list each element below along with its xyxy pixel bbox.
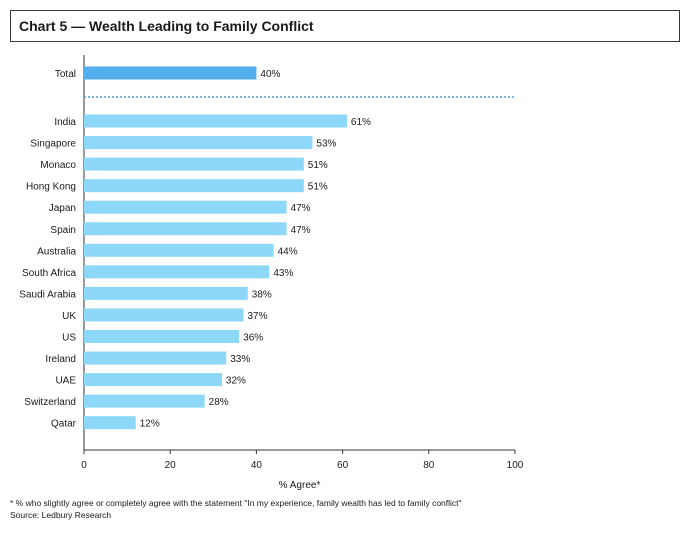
x-tick-label-0: 0	[81, 460, 87, 471]
bar-hong-kong	[84, 179, 304, 193]
category-label-us: US	[62, 333, 76, 344]
bar-spain	[84, 222, 287, 236]
category-label-switzerland: Switzerland	[24, 397, 76, 408]
bar-japan	[84, 200, 287, 214]
bar-uk	[84, 308, 244, 322]
chart-title: Chart 5 — Wealth Leading to Family Confl…	[19, 18, 314, 34]
chart-footnote: * % who slightly agree or completely agr…	[10, 497, 462, 521]
data-label-total: 40%	[260, 69, 280, 80]
data-label-qatar: 12%	[140, 419, 160, 430]
data-label-japan: 47%	[291, 203, 311, 214]
category-label-south-africa: South Africa	[22, 268, 76, 279]
category-label-spain: Spain	[50, 225, 76, 236]
data-label-us: 36%	[243, 333, 263, 344]
bar-monaco	[84, 157, 304, 171]
bar-ireland	[84, 351, 227, 365]
category-label-monaco: Monaco	[40, 160, 76, 171]
x-tick-label-80: 80	[423, 460, 435, 471]
data-label-ireland: 33%	[230, 354, 250, 365]
bar-uae	[84, 373, 222, 387]
category-label-total: Total	[55, 69, 76, 80]
category-label-uae: UAE	[55, 376, 76, 387]
category-label-uk: UK	[62, 311, 76, 322]
bar-total	[84, 66, 257, 80]
source-text: Source: Ledbury Research	[10, 510, 112, 520]
category-label-singapore: Singapore	[30, 139, 76, 150]
category-label-india: India	[54, 117, 76, 128]
data-label-monaco: 51%	[308, 160, 328, 171]
data-label-australia: 44%	[278, 246, 298, 257]
data-label-hong-kong: 51%	[308, 182, 328, 193]
category-label-hong-kong: Hong Kong	[26, 182, 76, 193]
category-label-australia: Australia	[37, 246, 76, 257]
data-label-south-africa: 43%	[273, 268, 293, 279]
bar-saudi-arabia	[84, 286, 248, 300]
category-label-qatar: Qatar	[51, 419, 77, 430]
x-tick-label-40: 40	[251, 460, 263, 471]
category-label-ireland: Ireland	[45, 354, 76, 365]
category-label-saudi-arabia: Saudi Arabia	[19, 289, 76, 300]
bar-qatar	[84, 416, 136, 430]
data-label-spain: 47%	[291, 225, 311, 236]
footnote-text: * % who slightly agree or completely agr…	[10, 498, 462, 508]
data-label-singapore: 53%	[316, 139, 336, 150]
x-tick-label-100: 100	[507, 460, 524, 471]
data-label-saudi-arabia: 38%	[252, 289, 272, 300]
bar-australia	[84, 243, 274, 257]
data-label-india: 61%	[351, 117, 371, 128]
x-axis-title: % Agree*	[279, 480, 321, 491]
data-label-uae: 32%	[226, 376, 246, 387]
bar-india	[84, 114, 347, 128]
bar-switzerland	[84, 394, 205, 408]
x-tick-label-20: 20	[165, 460, 177, 471]
x-tick-label-60: 60	[337, 460, 349, 471]
bar-singapore	[84, 136, 313, 150]
bar-south-africa	[84, 265, 270, 279]
data-label-uk: 37%	[247, 311, 267, 322]
bar-us	[84, 330, 240, 343]
category-label-japan: Japan	[49, 203, 76, 214]
chart-title-box: Chart 5 — Wealth Leading to Family Confl…	[10, 10, 680, 42]
data-label-switzerland: 28%	[209, 397, 229, 408]
